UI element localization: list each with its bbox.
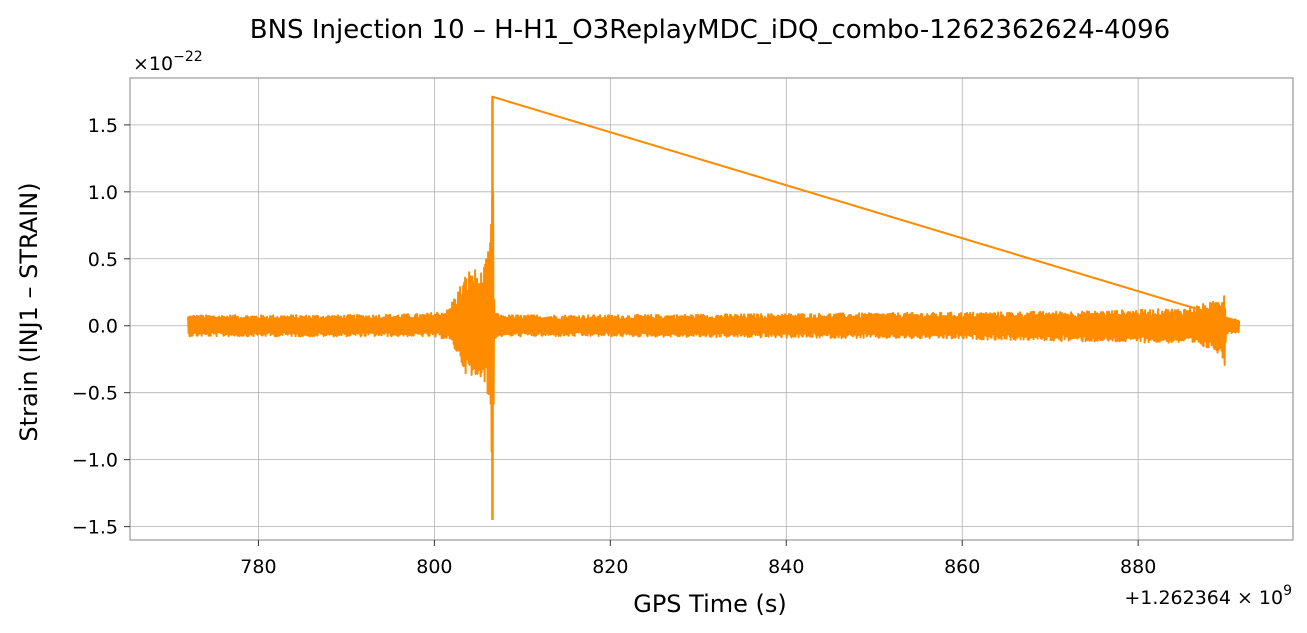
y-scale-base: 10: [149, 53, 173, 75]
y-tick-label: −1.0: [72, 450, 118, 472]
y-tick-label: 0.0: [88, 316, 118, 338]
x-tick-label: 880: [1120, 556, 1156, 578]
y-tick-label: 1.5: [88, 115, 118, 137]
x-axis-ticks: 780 800 820 840 860 880: [240, 540, 1156, 578]
strain-line: [187, 95, 1241, 520]
plot-frame: [129, 77, 1294, 541]
y-tick-label: −1.5: [72, 517, 118, 539]
y-tick-label: 0.5: [88, 249, 118, 271]
x-tick-label: 820: [592, 556, 628, 578]
y-scale-factor: ×10−22: [133, 49, 203, 75]
x-tick-label: 800: [416, 556, 452, 578]
y-tick-label: 1.0: [88, 182, 118, 204]
x-tick-label: 780: [240, 556, 276, 578]
y-scale-times: ×: [133, 53, 149, 75]
x-tick-label: 860: [944, 556, 980, 578]
y-axis-label: Strain (INJ1 – STRAIN): [15, 182, 43, 441]
x-offset-prefix: +1.262364: [1124, 587, 1231, 609]
x-offset-exponent: 9: [1283, 583, 1292, 599]
x-axis-label: GPS Time (s): [633, 590, 787, 618]
x-offset-times: ×: [1237, 587, 1253, 609]
y-tick-label: −0.5: [72, 383, 118, 405]
y-axis-ticks: −1.5 −1.0 −0.5 0.0 0.5 1.0 1.5: [72, 115, 130, 539]
chart-title: BNS Injection 10 – H-H1_O3ReplayMDC_iDQ_…: [250, 15, 1170, 45]
x-tick-label: 840: [768, 556, 804, 578]
grid-lines: [130, 78, 1293, 540]
y-scale-exponent: −22: [173, 49, 203, 65]
x-offset-label: +1.262364 × 109: [1124, 583, 1292, 609]
x-offset-base: 10: [1259, 587, 1283, 609]
strain-series: [187, 95, 1241, 520]
